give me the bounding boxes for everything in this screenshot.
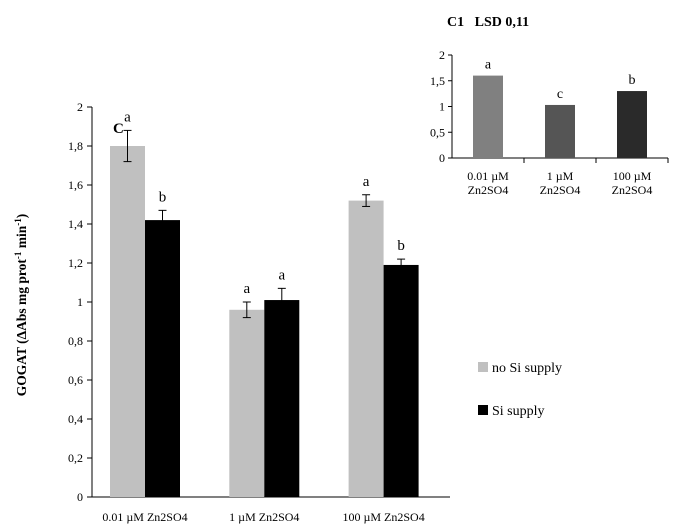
legend-label-no-si: no Si supply [492, 361, 562, 376]
inset-x-tick-label-line1: 1 µM [547, 169, 574, 183]
y-tick-group: 0 0,2 0,4 0,6 0,8 1 1,2 1,4 1,6 1,8 2 [68, 100, 92, 504]
legend-swatch-no-si [478, 362, 488, 372]
y-tick-label: 0 [77, 490, 83, 504]
y-tick-label: 0,6 [68, 373, 83, 387]
inset-bar [617, 91, 647, 158]
inset-y-tick-label: 0,5 [430, 125, 445, 139]
inset-y-tick-label: 2 [439, 48, 445, 62]
significance-letter: a [278, 267, 285, 283]
bar-si [145, 220, 180, 497]
inset-significance-letter: b [629, 73, 636, 88]
inset-x-tick-label-line1: 0.01 µM [467, 169, 509, 183]
x-tick-label: 1 µM Zn2SO4 [229, 510, 299, 524]
inset-x-tick-label-line1: 100 µM [613, 169, 652, 183]
legend-swatch-si [478, 405, 488, 415]
significance-letter: a [243, 281, 250, 297]
inset-bar-group: a c b [473, 58, 647, 158]
significance-letter: b [397, 238, 405, 254]
inset-significance-letter: c [557, 87, 563, 102]
inset-bar [473, 75, 503, 158]
y-axis-label: GOGAT (ΔAbs mg prot-1 min-1) [13, 214, 29, 397]
bar-no-si [110, 146, 145, 497]
inset-y-tick-label: 0 [439, 151, 445, 165]
y-tick-label: 1,2 [68, 256, 83, 270]
x-tick-label-group: 0.01 µM Zn2SO4 1 µM Zn2SO4 100 µM Zn2SO4 [102, 510, 424, 524]
y-tick-label: 1,6 [68, 178, 83, 192]
inset-x-tick-label-line2: Zn2SO4 [612, 183, 653, 197]
inset-bar [545, 104, 575, 158]
bar-no-si [348, 200, 384, 497]
inset-x-tick-label-line2: Zn2SO4 [468, 183, 509, 197]
y-tick-label: 1,8 [68, 139, 83, 153]
inset-x-tick-label-line2: Zn2SO4 [540, 183, 581, 197]
inset-chart: C1 LSD 0,11 00,511,52 acb 0.01 µMZn2SO41… [430, 15, 669, 197]
bar-no-si [229, 309, 265, 497]
y-tick-label: 0,2 [68, 451, 83, 465]
y-axis-label-end: ) [14, 214, 29, 219]
inset-y-tick-label: 1 [439, 100, 445, 114]
y-tick-label: 1 [77, 295, 83, 309]
y-tick-label: 0,8 [68, 334, 83, 348]
x-tick-label: 0.01 µM Zn2SO4 [102, 510, 187, 524]
y-tick-label: 0,4 [68, 412, 83, 426]
inset-y-tick-group: 0 0,5 1 1,5 2 [430, 48, 452, 165]
x-tick-label: 100 µM Zn2SO4 [342, 510, 424, 524]
legend-label-si: Si supply [492, 404, 545, 419]
bar-group: a b a a a b [110, 109, 419, 497]
y-axis-label-sup2: -1 [13, 218, 23, 226]
y-axis-label-sup1: -1 [13, 251, 23, 259]
significance-letter: a [363, 174, 370, 190]
inset-title: C1 LSD 0,11 [447, 15, 529, 30]
y-axis-label-mid: min [14, 225, 29, 251]
inset-y-tick-label: 1,5 [430, 74, 445, 88]
legend: no Si supply Si supply [478, 361, 562, 419]
y-axis-label-main: GOGAT (ΔAbs mg prot [14, 259, 29, 397]
y-tick-label: 2 [77, 100, 83, 114]
significance-letter: a [124, 109, 131, 125]
bar-si [383, 264, 419, 497]
panel-label: C [113, 121, 124, 137]
y-tick-label: 1,4 [68, 217, 83, 231]
inset-significance-letter: a [485, 58, 492, 73]
significance-letter: b [159, 189, 167, 205]
main-chart: 0 0,2 0,4 0,6 0,8 1 1,2 1,4 1,6 1,8 2 a b a a a b 0.01 … [13, 100, 450, 524]
bar-si [264, 300, 300, 497]
